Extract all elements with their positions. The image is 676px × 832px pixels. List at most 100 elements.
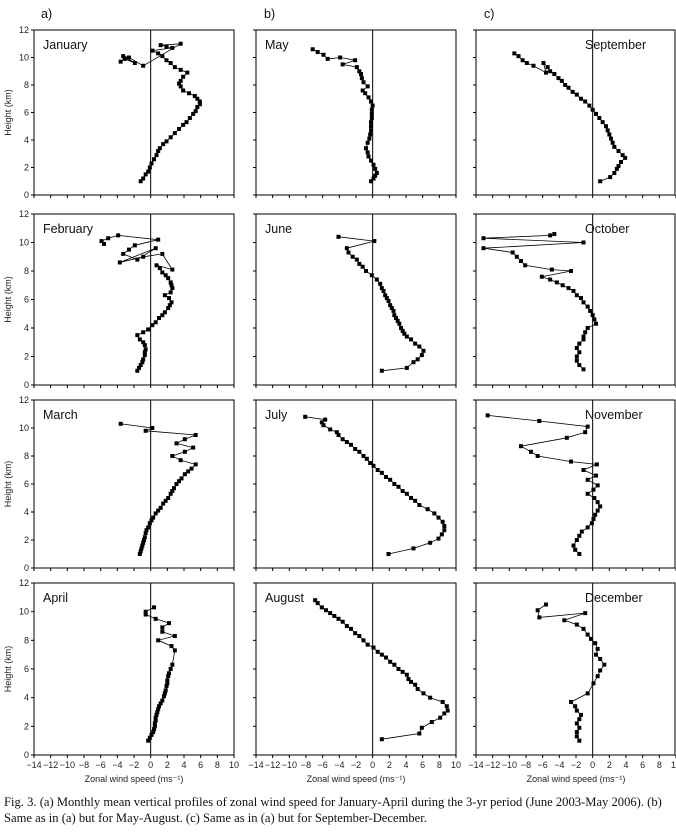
data-point <box>428 695 433 700</box>
chart-title: March <box>43 408 78 422</box>
data-point <box>415 687 420 692</box>
series-line <box>314 599 449 740</box>
data-point <box>591 681 596 686</box>
data-point <box>172 634 177 639</box>
data-point <box>369 158 373 163</box>
data-point <box>191 111 196 116</box>
data-point <box>366 154 371 159</box>
data-point <box>573 704 578 709</box>
series-line <box>514 53 626 182</box>
data-point <box>361 454 366 458</box>
data-point <box>361 638 366 643</box>
data-point <box>378 281 383 286</box>
data-point <box>520 58 525 63</box>
data-point <box>321 52 326 57</box>
data-point <box>585 477 590 482</box>
data-point <box>149 732 154 737</box>
data-point <box>545 65 550 70</box>
data-point <box>428 540 433 545</box>
data-point <box>132 61 137 65</box>
data-point <box>178 78 183 83</box>
chart-panel: −14−12−10 −8 −6 −4 −2 0 2 4 6 8 10 Zonal wind speed… <box>468 582 676 784</box>
data-point <box>157 266 162 271</box>
data-point <box>411 546 416 551</box>
data-point <box>571 543 576 548</box>
data-point <box>118 59 123 64</box>
data-point <box>368 132 373 137</box>
data-point <box>384 475 388 479</box>
data-point <box>178 41 183 46</box>
data-point <box>429 720 434 725</box>
data-point <box>364 456 369 461</box>
data-point <box>577 717 582 722</box>
data-point <box>594 321 598 326</box>
chart-title: June <box>265 222 292 236</box>
data-point <box>156 51 161 56</box>
data-point <box>303 414 308 419</box>
data-point <box>548 233 553 238</box>
data-point <box>544 602 548 607</box>
data-point <box>581 468 586 472</box>
data-point <box>363 91 368 96</box>
data-point <box>395 318 400 323</box>
data-point <box>315 601 320 606</box>
data-point <box>147 521 152 526</box>
data-point <box>436 536 441 541</box>
data-point <box>177 127 181 131</box>
data-point <box>154 263 159 268</box>
data-point <box>141 63 146 68</box>
data-point <box>181 74 186 79</box>
data-point <box>193 462 198 467</box>
data-point <box>597 116 602 120</box>
data-point <box>163 273 168 278</box>
data-point <box>170 267 175 272</box>
y-tick-label: 2 <box>24 535 29 545</box>
series-line <box>120 43 201 182</box>
data-point <box>574 538 579 542</box>
y-axis-label: Height (km) <box>3 461 13 508</box>
data-point <box>122 56 127 61</box>
data-point <box>166 674 171 679</box>
data-point <box>552 72 557 76</box>
data-point <box>379 470 384 475</box>
series-line <box>305 416 445 555</box>
data-point <box>574 734 579 739</box>
data-point <box>153 715 158 720</box>
data-point <box>579 96 583 101</box>
data-point <box>160 625 165 630</box>
data-point <box>544 70 548 75</box>
data-point <box>594 462 599 467</box>
data-point <box>157 146 162 151</box>
data-point <box>442 524 447 528</box>
data-point <box>605 128 610 133</box>
data-point <box>169 300 174 305</box>
data-point <box>425 507 430 512</box>
data-point <box>373 166 378 171</box>
data-point <box>141 176 146 181</box>
data-point <box>571 288 576 293</box>
chart-panel: September <box>473 29 676 198</box>
x-tick-label: 4 <box>623 760 628 770</box>
plot-frame <box>33 29 235 196</box>
figure-caption: Fig. 3. (a) Monthly mean vertical profil… <box>4 795 662 825</box>
y-tick-label: 4 <box>24 693 29 703</box>
data-point <box>140 543 145 548</box>
x-axis-label: Zonal wind speed (ms⁻¹) <box>307 774 406 784</box>
data-point <box>319 420 324 425</box>
data-point <box>381 288 386 293</box>
data-point <box>191 445 196 450</box>
data-point <box>552 231 557 236</box>
data-point <box>170 454 175 458</box>
data-point <box>165 681 170 686</box>
x-tick-label: −4 <box>554 760 564 770</box>
y-tick-label: 10 <box>19 238 29 248</box>
x-tick-label: −12 <box>485 760 500 770</box>
y-tick-label: 10 <box>19 607 29 617</box>
data-point <box>563 83 568 87</box>
data-point <box>415 357 420 362</box>
data-point <box>152 157 156 162</box>
data-point <box>594 473 598 478</box>
data-point <box>344 624 349 628</box>
data-point <box>591 517 596 521</box>
x-tick-label: −2 <box>351 760 361 770</box>
